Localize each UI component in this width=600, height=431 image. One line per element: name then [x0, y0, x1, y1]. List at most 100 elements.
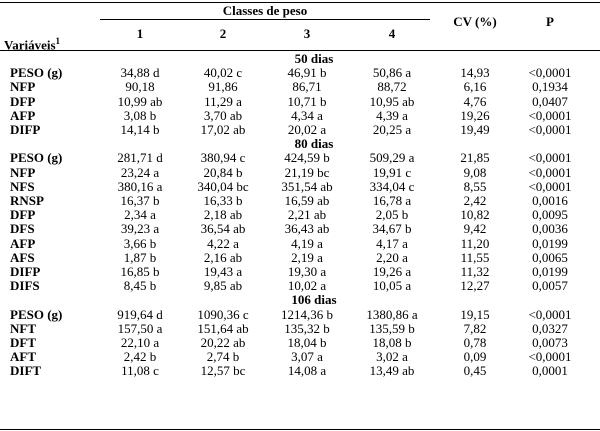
header-p: P: [546, 14, 554, 29]
row-value-c2: 11,29 a: [204, 93, 242, 109]
row-variable: DFT: [10, 335, 36, 350]
row-value-c4: 20,25 a: [372, 122, 412, 137]
header-bottom-rule: [0, 50, 600, 51]
row-value-c3: 4,34 a: [291, 107, 323, 123]
row-value-c2: 91,86: [208, 79, 238, 95]
row-value-p: 0,0036: [532, 221, 568, 237]
row-value-p: <0,0001: [528, 65, 572, 81]
row-value-cv: 0,78: [463, 335, 487, 350]
row-value-cv: 8,55: [463, 178, 487, 194]
row-value-c4: 2,05 b: [375, 207, 409, 223]
row-value-c2: 4,22 a: [207, 235, 239, 251]
row-value-p: <0,0001: [528, 178, 572, 194]
row-value-p: <0,0001: [528, 150, 572, 166]
row-value-p: 0,0407: [532, 93, 568, 109]
top-rule: [0, 2, 600, 3]
row-value-c4: 19,91 c: [372, 164, 412, 180]
row-value-p: 0,0016: [532, 193, 568, 208]
row-value-c3: 2,19 a: [291, 249, 323, 265]
row-value-c3: 3,07 a: [291, 349, 323, 365]
row-value-c3: 36,43 ab: [284, 221, 330, 237]
row-value-c2: 3,70 ab: [203, 107, 243, 123]
row-value-cv: 11,32: [460, 264, 490, 279]
row-value-p: 0,0199: [532, 235, 568, 251]
row-variable: PESO (g): [10, 65, 63, 81]
row-value-c4: 88,72: [377, 79, 407, 95]
row-value-c1: 90,18: [125, 79, 155, 95]
row-value-c3: 10,71 b: [287, 93, 327, 109]
header-class-3: 3: [303, 26, 311, 41]
section-title: 80 dias: [294, 136, 334, 152]
header-variables-label: Variáveis: [4, 37, 56, 53]
row-value-c4: 10,05 a: [372, 278, 412, 294]
row-value-c2: 2,18 ab: [203, 207, 243, 223]
row-value-p: <0,0001: [528, 164, 572, 180]
bottom-rule: [0, 429, 600, 430]
row-value-cv: 0,09: [463, 349, 487, 365]
row-value-c1: 380,16 a: [117, 178, 163, 194]
row-value-c4: 50,86 a: [372, 65, 412, 81]
row-value-c3: 86,71: [292, 79, 322, 95]
header-cv: CV (%): [453, 14, 497, 29]
row-variable: RNSP: [10, 193, 44, 208]
row-variable: DFP: [10, 93, 36, 109]
row-value-c3: 14,08 a: [287, 363, 327, 379]
row-variable: DFS: [10, 221, 35, 237]
row-value-c2: 2,74 b: [206, 349, 240, 365]
row-value-cv: 10,82: [460, 207, 490, 223]
header-class-4: 4: [388, 26, 396, 41]
row-value-c1: 23,24 a: [120, 164, 160, 180]
row-variable: NFT: [10, 320, 36, 336]
row-value-c3: 21,19 bc: [284, 164, 330, 180]
row-value-c3: 424,59 b: [284, 150, 330, 166]
row-value-c2: 380,94 c: [200, 150, 246, 166]
row-value-c1: 11,08 c: [121, 363, 159, 379]
row-value-c3: 2,21 ab: [287, 207, 327, 223]
row-value-cv: 19,49: [460, 122, 490, 137]
row-value-c1: 34,88 d: [120, 65, 160, 81]
row-value-c3: 10,02 a: [287, 278, 327, 294]
row-variable: NFP: [10, 164, 36, 180]
row-value-c3: 46,91 b: [287, 65, 327, 81]
row-value-cv: 19,26: [460, 107, 490, 123]
row-value-c2: 1090,36 c: [197, 306, 249, 322]
row-value-c1: 16,37 b: [120, 193, 160, 208]
row-value-cv: 0,45: [463, 363, 487, 379]
row-value-c4: 4,17 a: [376, 235, 408, 251]
row-value-cv: 11,55: [460, 249, 490, 265]
row-value-c2: 20,84 b: [203, 164, 243, 180]
row-value-c2: 340,04 bc: [197, 178, 249, 194]
row-value-c4: 1380,86 a: [366, 306, 418, 322]
row-value-c4: 2,20 a: [376, 249, 408, 265]
row-value-c2: 17,02 ab: [200, 122, 246, 137]
row-value-c4: 509,29 a: [369, 150, 415, 166]
row-value-cv: 21,85: [460, 150, 490, 166]
row-value-c1: 1,87 b: [123, 249, 157, 265]
row-value-cv: 6,16: [463, 79, 487, 95]
row-value-p: <0,0001: [528, 107, 572, 123]
row-variable: PESO (g): [10, 150, 63, 166]
row-value-c4: 13,49 ab: [369, 363, 415, 379]
header-class-1: 1: [136, 26, 144, 41]
row-variable: PESO (g): [10, 306, 63, 322]
row-value-c1: 2,34 a: [124, 207, 156, 223]
row-value-c1: 22,10 a: [120, 335, 160, 350]
row-value-cv: 19,15: [460, 306, 490, 322]
row-value-c3: 135,32 b: [284, 320, 330, 336]
row-value-p: 0,0095: [532, 207, 568, 223]
row-variable: DIFP: [10, 264, 41, 279]
row-value-c1: 14,14 b: [120, 122, 160, 137]
row-value-cv: 2,42: [463, 193, 487, 208]
row-variable: DFP: [10, 207, 36, 223]
row-variable: DIFT: [10, 363, 42, 379]
row-value-c2: 36,54 ab: [200, 221, 246, 237]
row-value-c1: 10,99 ab: [117, 93, 163, 109]
row-value-p: 0,0001: [532, 363, 568, 379]
header-class-2: 2: [219, 26, 227, 41]
row-value-p: <0,0001: [528, 306, 572, 322]
row-value-c4: 34,67 b: [372, 221, 412, 237]
row-value-c4: 4,39 a: [376, 107, 408, 123]
row-value-c2: 40,02 c: [203, 65, 243, 81]
row-value-c2: 16,33 b: [203, 193, 243, 208]
